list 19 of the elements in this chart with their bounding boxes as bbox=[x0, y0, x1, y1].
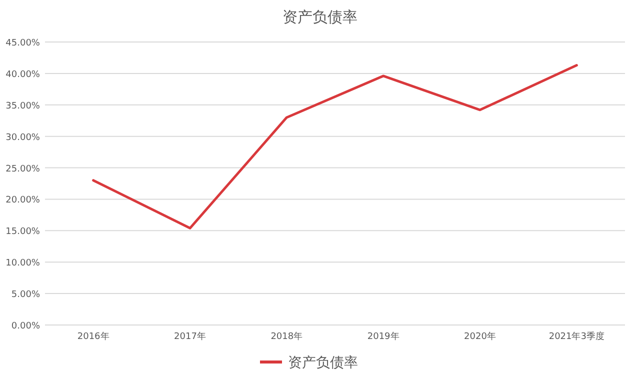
y-tick-label: 40.00% bbox=[6, 70, 40, 80]
x-tick-label: 2018年 bbox=[270, 331, 303, 342]
y-tick-label: 30.00% bbox=[6, 132, 40, 143]
x-tick-label: 2021年3季度 bbox=[548, 331, 604, 342]
legend-label: 资产负债率 bbox=[288, 355, 358, 371]
x-tick-label: 2017年 bbox=[174, 331, 206, 342]
y-tick-label: 10.00% bbox=[6, 258, 40, 269]
x-tick-label: 2020年 bbox=[464, 331, 496, 342]
y-tick-label: 45.00% bbox=[6, 38, 40, 48]
x-tick-label: 2019年 bbox=[367, 331, 400, 342]
x-tick-label: 2016年 bbox=[77, 331, 110, 342]
y-tick-label: 25.00% bbox=[6, 164, 40, 174]
y-tick-label: 35.00% bbox=[6, 101, 40, 112]
y-tick-label: 0.00% bbox=[11, 322, 40, 332]
chart-title: 资产负债率 bbox=[282, 8, 358, 26]
y-tick-label: 5.00% bbox=[11, 290, 40, 300]
line-series bbox=[92, 64, 578, 230]
y-tick-label: 15.00% bbox=[6, 227, 40, 238]
y-tick-label: 20.00% bbox=[6, 196, 40, 206]
